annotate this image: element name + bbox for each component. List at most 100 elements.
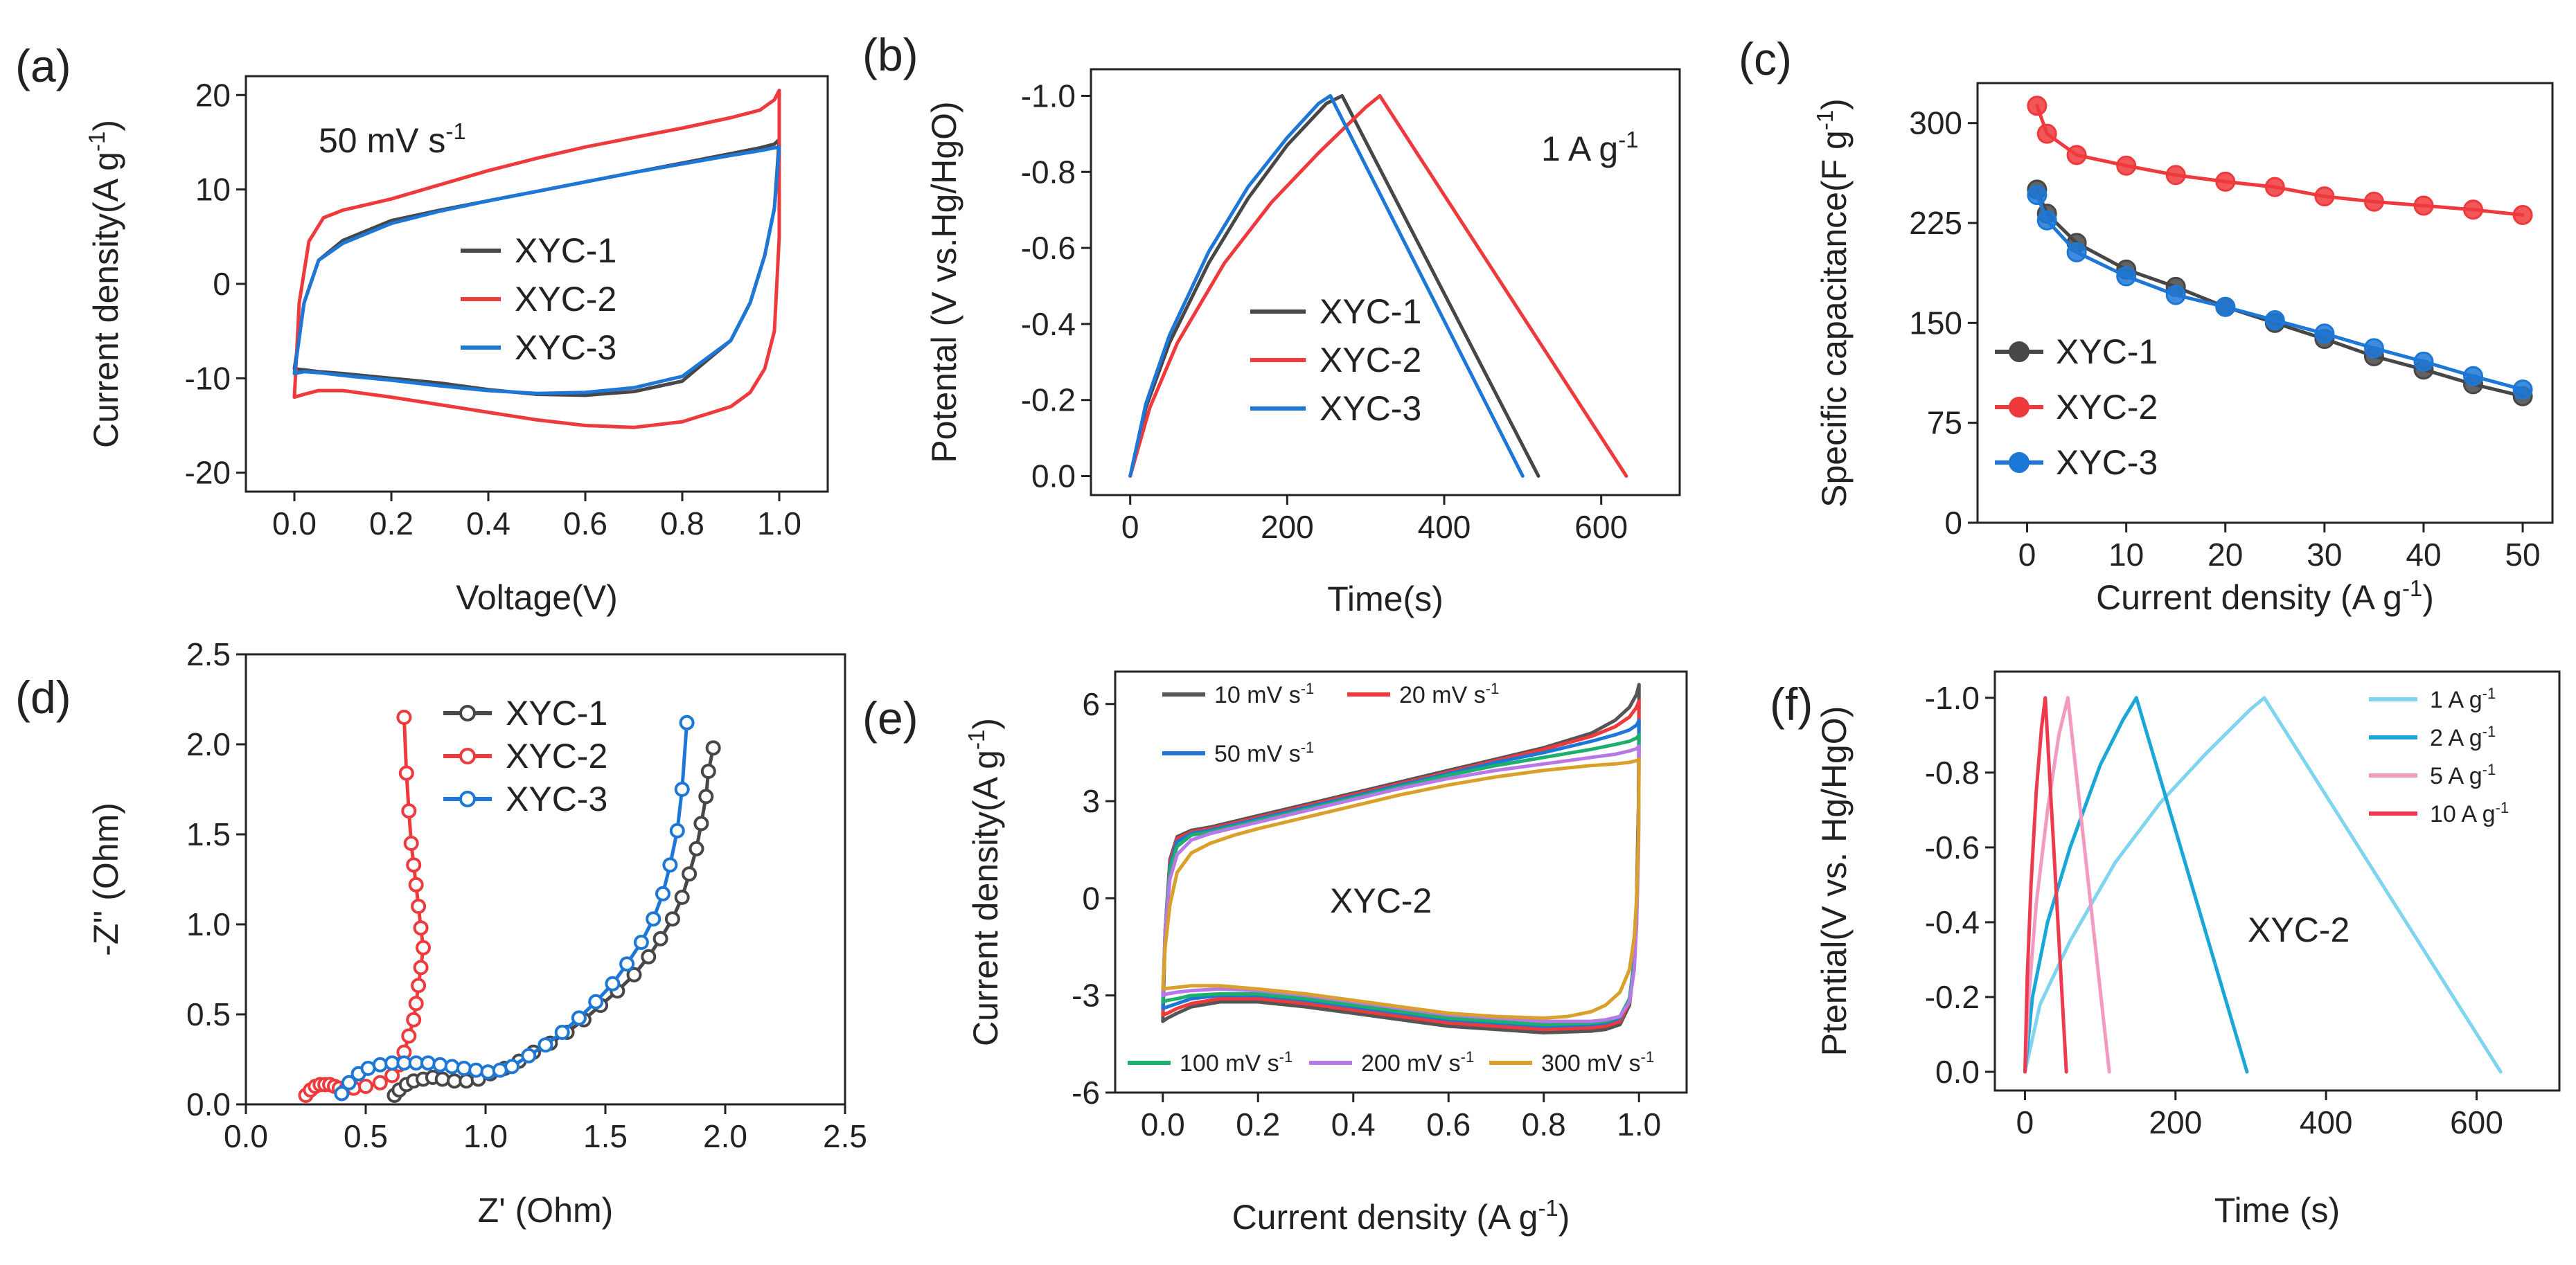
y-tick-label: 0.0 [1031, 458, 1076, 494]
data-point [334, 1086, 350, 1102]
data-point [521, 1048, 537, 1064]
data-point [682, 866, 698, 882]
x-tick-label: 0 [1121, 509, 1139, 545]
series-line [1128, 93, 1628, 478]
legend-label: 1 A g-1 [2430, 685, 2496, 713]
data-point [2512, 379, 2533, 400]
data-point [641, 949, 657, 965]
data-point [468, 1062, 484, 1078]
data-point [2413, 195, 2434, 216]
x-tick-label: 200 [1261, 509, 1314, 545]
data-point [406, 857, 422, 873]
y-tick-label: 0 [1944, 505, 1962, 541]
legend-label: 100 mV s-1 [1180, 1048, 1293, 1077]
data-point [413, 920, 429, 936]
data-point [2036, 210, 2057, 231]
x-tick-label: 1.5 [583, 1118, 628, 1154]
data-point [2165, 285, 2186, 305]
data-point [646, 911, 661, 927]
series-line [1128, 93, 1525, 478]
x-tick-label: 200 [2149, 1104, 2202, 1140]
x-axis-label: Current density (A g-1) [1232, 1195, 1570, 1237]
data-point [456, 1061, 472, 1076]
legend-label: 10 mV s-1 [1214, 680, 1314, 708]
y-tick-label: -3 [1072, 978, 1100, 1014]
x-axis-label: Z' (Ohm) [478, 1191, 614, 1230]
x-tick-label: 0 [2018, 537, 2036, 573]
data-point [674, 890, 690, 905]
y-tick-label: -20 [185, 455, 231, 491]
data-point [2215, 171, 2236, 192]
y-tick-label: 0.0 [186, 1086, 231, 1122]
legend-label: 5 A g-1 [2430, 761, 2496, 789]
legend-label: 300 mV s-1 [1541, 1048, 1654, 1077]
x-tick-label: 30 [2307, 537, 2342, 573]
data-point [432, 1057, 448, 1073]
legend-label: XYC-3 [1320, 389, 1421, 428]
x-tick-label: 20 [2208, 537, 2243, 573]
legend-label: 10 A g-1 [2430, 799, 2509, 827]
x-axis-label: Voltage(V) [456, 578, 617, 617]
charts-layer: 0.0 0.2 0.4 0.6 0.8 1.0 -20 -10 0 10 20 Voltage(V) C… [84, 68, 2561, 1237]
series-line [292, 145, 781, 395]
data-point [2027, 96, 2048, 116]
legend-label: XYC-2 [515, 280, 616, 319]
x-tick-label: 0.4 [466, 505, 510, 541]
data-point [434, 1071, 450, 1087]
y-tick-label: -0.8 [1925, 755, 1980, 791]
y-tick-label: 6 [1082, 686, 1100, 722]
legend-marker [459, 748, 476, 764]
series-line [2023, 696, 2249, 1074]
legend-label: XYC-1 [515, 231, 616, 270]
chart-d-frame [245, 653, 846, 1106]
x-tick-label: 1.0 [1617, 1106, 1661, 1142]
y-tick-label: -6 [1072, 1075, 1100, 1111]
data-point [372, 1057, 388, 1073]
data-point [401, 803, 417, 819]
y-axis-label: Current density(A g-1) [963, 718, 1005, 1046]
data-point [698, 789, 714, 805]
data-point [2215, 296, 2236, 317]
chart-c: 0 10 20 30 40 50 0 75 150 225 300 Current density (… [1812, 82, 2554, 617]
x-tick-label: 600 [2450, 1104, 2503, 1140]
data-point [700, 764, 716, 779]
y-tick-label: 300 [1909, 105, 1962, 141]
series-line [2023, 696, 2503, 1074]
y-tick-label: 1.0 [186, 906, 231, 942]
y-tick-label: -0.4 [1925, 904, 1980, 940]
data-point [2463, 366, 2483, 386]
legend-label: XYC-2 [1320, 341, 1421, 379]
panel-d-letter: (d) [15, 672, 71, 723]
x-tick-label: 0.8 [1522, 1106, 1566, 1142]
data-point [652, 931, 668, 946]
x-tick-label: 0.5 [344, 1118, 388, 1154]
x-tick-label: 0.6 [1426, 1106, 1471, 1142]
data-point [420, 1055, 436, 1071]
x-tick-label: 400 [1418, 509, 1471, 545]
chart-e: 0.0 0.2 0.4 0.6 0.8 1.0 -6 -3 0 3 6 Current density… [963, 670, 1688, 1237]
x-tick-label: 0.8 [660, 505, 704, 541]
data-point [341, 1075, 357, 1091]
y-axis-label: -Z'' (Ohm) [87, 802, 125, 956]
data-point [2116, 266, 2137, 287]
series-line [1161, 683, 1641, 1034]
y-tick-label: 0 [213, 266, 231, 302]
series-line [1161, 757, 1641, 1020]
data-point [398, 765, 414, 781]
legend-label: XYC-1 [1320, 292, 1421, 331]
legend-label: XYC-2 [2056, 388, 2158, 427]
y-tick-label: -1.0 [1021, 78, 1076, 114]
legend-label: 20 mV s-1 [1399, 680, 1499, 708]
data-point [413, 960, 429, 976]
legend-marker [2009, 452, 2029, 473]
series-line [1161, 733, 1641, 1027]
y-axis-label: Potental (V vs.Hg/HgO) [925, 101, 963, 463]
y-tick-label: 225 [1909, 205, 1962, 241]
data-point [2165, 165, 2186, 186]
data-point [2363, 191, 2384, 212]
panel-e-letter: (e) [862, 692, 918, 744]
data-point [2036, 123, 2057, 144]
legend-marker [2009, 341, 2029, 362]
data-point [403, 836, 419, 851]
